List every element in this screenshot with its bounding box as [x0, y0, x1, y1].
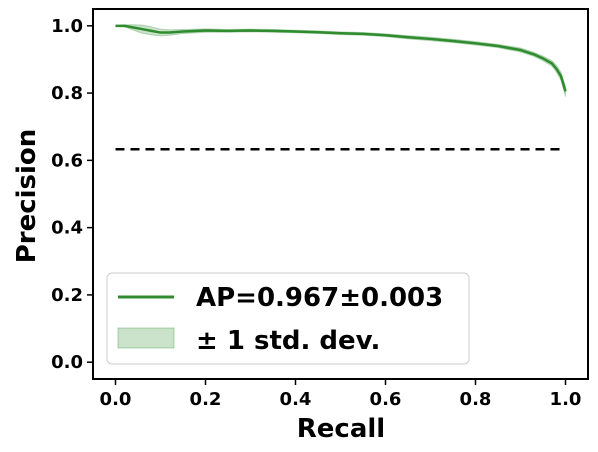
y-tick-label: 0.6 [51, 150, 83, 171]
axis-ticks: 0.0 0.2 0.4 0.6 0.8 1.0 0.0 0.2 0.4 0.6 0.8 1.0 [51, 16, 581, 410]
y-tick-label: 0.2 [51, 285, 83, 306]
y-tick-label: 1.0 [51, 16, 83, 37]
x-tick-label: 0.6 [370, 389, 402, 410]
plot-frame [92, 8, 589, 380]
legend-band-label: ± 1 std. dev. [196, 326, 380, 356]
x-tick-label: 0.2 [190, 389, 222, 410]
x-axis-label: Recall [297, 414, 385, 444]
legend-band-swatch [117, 327, 175, 349]
x-tick-label: 0.4 [280, 389, 312, 410]
legend-series-label: AP=0.967±0.003 [196, 283, 443, 313]
legend: AP=0.967±0.003 ± 1 std. dev. [106, 272, 470, 365]
x-tick-label: 0.0 [100, 389, 132, 410]
legend-box [106, 272, 470, 365]
y-axis-label: Precision [12, 129, 42, 264]
y-tick-label: 0.4 [51, 218, 83, 239]
y-tick-label: 0.0 [51, 352, 83, 373]
std-band-layer [115, 24, 566, 97]
series-line-layer [115, 24, 567, 92]
x-tick-label: 1.0 [550, 389, 582, 410]
std-band [115, 24, 566, 97]
x-tick-label: 0.8 [460, 389, 492, 410]
series-line [115, 24, 567, 92]
y-tick-label: 0.8 [51, 83, 83, 104]
